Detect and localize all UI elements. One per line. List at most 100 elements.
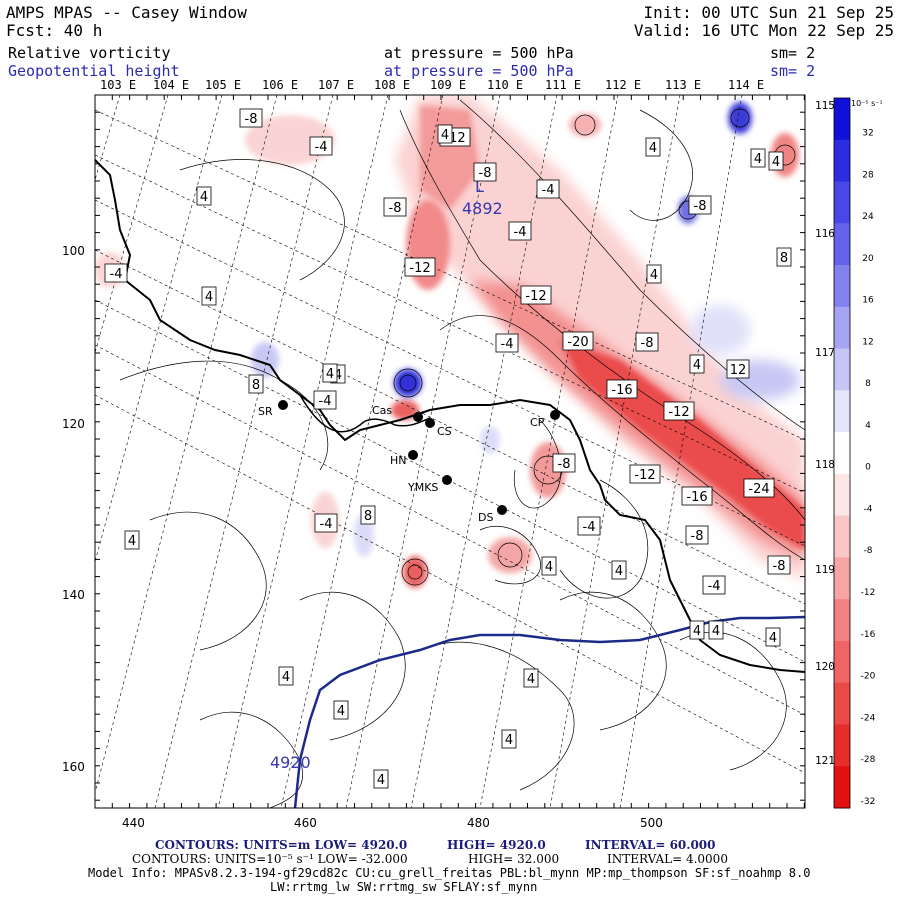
contour-label-box <box>314 513 338 533</box>
colorbar-label: 8 <box>865 379 871 389</box>
y-axis-labels: 100 120 140 160 <box>62 244 85 774</box>
station-marker-ymks[interactable] <box>442 475 452 485</box>
colorbar-swatch <box>834 599 850 642</box>
colorbar-label: 12 <box>862 337 873 347</box>
latitude-gridline <box>95 344 805 716</box>
contour-label-value: 4 <box>649 141 657 156</box>
contour-label-box <box>322 363 338 383</box>
contour-label-value: 4 <box>205 290 213 305</box>
negative-vorticity-cell <box>403 556 427 588</box>
colorbar-label: -4 <box>864 504 873 514</box>
contour-label-value: 12 <box>730 363 747 378</box>
contour-label-value: 4 <box>650 268 658 283</box>
contour-label-box <box>689 620 705 640</box>
colorbar-label: -8 <box>864 546 873 556</box>
contour-label-box <box>495 333 519 353</box>
lon-label: 111 E <box>545 78 582 92</box>
contour-label-box <box>278 666 294 686</box>
contour-label-value: 8 <box>252 378 260 393</box>
contour-label-box <box>239 108 263 128</box>
contour-label-value: 4 <box>441 128 449 143</box>
colorbar-swatch <box>834 473 850 517</box>
vorticity-contour <box>299 591 406 741</box>
model-info-physics: LW:rrtmg_lw SW:rrtmg_sw SFLAY:sf_mynn <box>270 880 538 894</box>
lon-label: 114 E <box>728 78 765 92</box>
contour-label-box <box>685 525 709 545</box>
contour-label-value: -24 <box>748 482 769 497</box>
station-marker-sr[interactable] <box>278 400 288 410</box>
station-marker-ds[interactable] <box>497 505 507 515</box>
contour-label-value: 4 <box>505 733 513 748</box>
contour-label-value: -12 <box>525 289 546 304</box>
station-marker-hn[interactable] <box>408 450 418 460</box>
contour-label-box <box>104 263 128 283</box>
x-tick-label: 500 <box>640 816 663 830</box>
longitude-gridline <box>95 95 278 794</box>
y-tick-label: 160 <box>62 760 85 774</box>
contour-label-value: -8 <box>479 166 492 181</box>
station-label: HN <box>390 454 407 467</box>
negative-vorticity-cell <box>569 113 601 137</box>
vorticity-contour-high: HIGH= 32.000 <box>468 852 560 866</box>
contour-label-value: 4 <box>527 672 535 687</box>
contour-label-value: -16 <box>686 490 707 505</box>
vorticity-contour <box>407 564 423 580</box>
contour-label-value: 4 <box>693 358 701 373</box>
contour-label-box <box>743 478 775 498</box>
colorbar-units: 10⁻⁵ s⁻¹ <box>851 99 883 108</box>
y-tick-label: 120 <box>62 417 85 431</box>
colorbar-label: 20 <box>862 254 874 264</box>
station-label: SR <box>258 405 273 418</box>
contour-label-value: 8 <box>364 509 372 524</box>
height-contour-info: CONTOURS: UNITS=m LOW= 4920.0 <box>155 838 408 852</box>
contour-label-value: 4 <box>769 631 777 646</box>
contour-label-box <box>201 286 217 306</box>
station-marker-cas[interactable] <box>413 412 423 422</box>
colorbar-swatch <box>834 724 850 767</box>
contour-label-box <box>124 530 140 550</box>
colorbar-swatch <box>834 98 850 141</box>
contour-label-value: 4 <box>693 624 701 639</box>
contour-label-value: 4 <box>712 624 720 639</box>
station-marker-cs[interactable] <box>425 418 435 428</box>
vorticity-contour <box>629 109 693 221</box>
colorbar-swatch <box>834 515 850 558</box>
station-markers <box>278 400 560 515</box>
vorticity-contour <box>559 591 667 731</box>
contour-label-box <box>196 186 212 206</box>
contour-label-value: 4 <box>772 155 780 170</box>
contour-label-value: -8 <box>389 201 402 216</box>
contour-label-box <box>552 453 576 473</box>
height-contour-label: 4920 <box>270 753 311 772</box>
colorbar-label: 4 <box>865 421 871 431</box>
low-marker-letter: L <box>475 177 484 196</box>
contour-label-value: -4 <box>320 517 333 532</box>
station-labels: SR Cas CS HN YMKS CP DS <box>258 404 545 524</box>
vorticity-contour <box>497 542 523 568</box>
contour-label-box <box>577 516 601 536</box>
vorticity-contour <box>574 114 596 136</box>
vorticity-contour <box>459 99 805 431</box>
y-tick-label: 140 <box>62 588 85 602</box>
contour-label-value: -4 <box>110 267 123 282</box>
contour-label-value: -8 <box>694 199 707 214</box>
station-marker-cp[interactable] <box>550 410 560 420</box>
colorbar-swatch <box>834 766 850 809</box>
contour-label-value: 4 <box>326 367 334 382</box>
x-tick-label: 440 <box>122 816 145 830</box>
station-label: CS <box>437 425 452 438</box>
contour-label-box <box>404 257 436 277</box>
vorticity-contour <box>149 511 267 651</box>
low-center: L 4892 <box>462 177 503 218</box>
contour-label-box <box>606 379 638 399</box>
colorbar-swatch <box>834 265 850 308</box>
colorbar-swatch <box>834 557 850 600</box>
contour-label-box <box>333 700 349 720</box>
colorbar: 32 28 24 20 16 12 8 4 0 -4 -8 -12 -16 -20 -24 -28 -32 <box>833 97 876 809</box>
field1-name: Relative vorticity <box>8 44 171 62</box>
longitude-gridline <box>280 95 444 808</box>
lon-label: 105 E <box>205 78 242 92</box>
longitude-gridline <box>154 95 334 808</box>
station-label: Cas <box>372 404 392 417</box>
contour-label-value: 4 <box>334 368 342 383</box>
